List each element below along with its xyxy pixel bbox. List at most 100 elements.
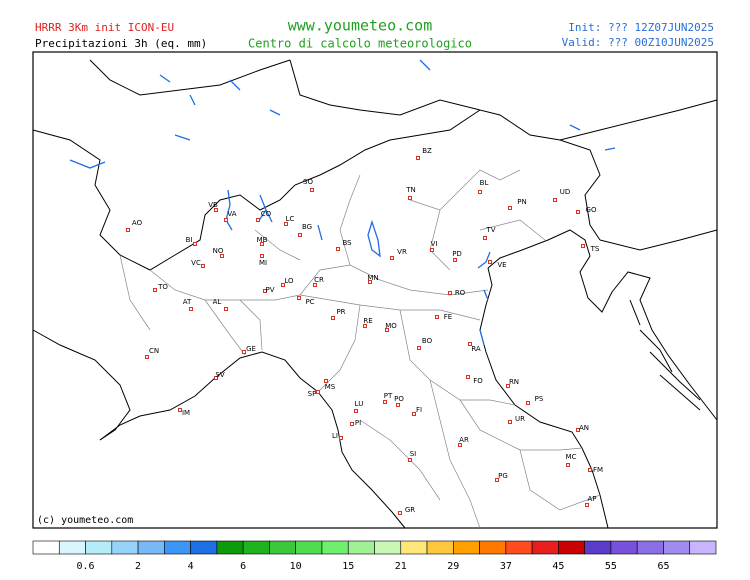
init-time: Init: ??? 12Z07JUN2025 — [568, 21, 714, 34]
city-label: TN — [405, 186, 416, 194]
city-label: MI — [259, 259, 267, 267]
city-marker — [256, 218, 260, 222]
site-title: www.youmeteo.com — [288, 17, 433, 35]
city-marker — [313, 283, 317, 287]
city-marker — [214, 208, 218, 212]
city-marker — [576, 210, 580, 214]
colorbar-swatch — [137, 540, 165, 555]
colorbar-swatch — [505, 540, 533, 555]
city-label: FO — [473, 377, 483, 385]
city-marker — [508, 206, 512, 210]
city-marker — [506, 384, 510, 388]
city-marker — [588, 468, 592, 472]
city-marker — [363, 324, 367, 328]
city-label: VE — [497, 261, 506, 269]
city-marker — [281, 283, 285, 287]
city-marker — [310, 188, 314, 192]
city-marker — [242, 350, 246, 354]
city-marker — [408, 196, 412, 200]
city-label: GR — [405, 506, 415, 514]
city-label: CN — [149, 347, 159, 355]
city-marker — [478, 190, 482, 194]
city-marker — [581, 244, 585, 248]
city-label: RO — [455, 289, 466, 297]
colorbar-swatch — [374, 540, 402, 555]
city-marker — [453, 258, 457, 262]
city-label: BS — [342, 239, 352, 247]
city-label: AN — [579, 424, 589, 432]
colorbar-swatch — [426, 540, 454, 555]
city-label: PI — [355, 419, 361, 427]
city-marker — [526, 401, 530, 405]
city-label: BO — [422, 337, 433, 345]
city-marker — [316, 390, 320, 394]
city-marker — [468, 342, 472, 346]
city-label: MC — [566, 453, 577, 461]
city-label: TV — [485, 226, 495, 234]
city-marker — [331, 316, 335, 320]
city-label: MS — [325, 383, 336, 391]
city-label: PN — [517, 198, 526, 206]
city-label: PC — [305, 298, 314, 306]
colorbar-swatch — [85, 540, 113, 555]
lake-maggiore — [225, 189, 233, 231]
colorbar-swatch — [610, 540, 638, 555]
city-marker — [408, 458, 412, 462]
colorbar-swatch — [269, 540, 296, 555]
city-marker — [435, 315, 439, 319]
city-marker — [390, 256, 394, 260]
city-label: FE — [444, 313, 452, 321]
city-label: VA — [227, 210, 236, 218]
city-label: BG — [302, 223, 312, 231]
city-marker — [585, 503, 589, 507]
city-marker — [339, 436, 343, 440]
city-label: GO — [586, 206, 597, 214]
colorbar: 0.6 2 4 6 10 15 21 29 37 45 55 65 — [32, 540, 717, 572]
city-marker — [153, 288, 157, 292]
city-marker — [466, 375, 470, 379]
city-marker — [383, 400, 387, 404]
city-label: LI — [332, 432, 338, 440]
colorbar-swatch — [689, 540, 717, 555]
city-label: LO — [284, 277, 294, 285]
colorbar-swatch — [58, 540, 86, 555]
city-label: PV — [265, 286, 274, 294]
city-label: UR — [515, 415, 525, 423]
city-marker — [201, 264, 205, 268]
city-marker — [298, 233, 302, 237]
city-marker — [385, 328, 389, 332]
city-marker — [508, 420, 512, 424]
city-label: PG — [498, 472, 508, 480]
city-label: RA — [471, 345, 481, 353]
colorbar-swatch — [636, 540, 664, 555]
colorbar-label: 0.6 — [77, 561, 95, 572]
city-marker — [495, 478, 499, 482]
city-label: VC — [191, 259, 201, 267]
city-label: AT — [183, 298, 192, 306]
colorbar-swatch — [321, 540, 349, 555]
city-label: SI — [410, 450, 417, 458]
city-label: PT — [384, 392, 393, 400]
colorbar-swatch — [558, 540, 585, 555]
city-label: RN — [509, 378, 519, 386]
country-border-north — [32, 59, 718, 441]
city-label: UD — [560, 188, 571, 196]
city-label: CR — [314, 276, 324, 284]
colorbar-label: 15 — [342, 561, 354, 572]
city-marker — [284, 222, 288, 226]
colorbar-swatch — [111, 540, 139, 555]
city-marker — [145, 355, 149, 359]
city-marker — [448, 291, 452, 295]
colorbar-swatch — [32, 540, 60, 555]
city-marker — [398, 511, 402, 515]
city-marker — [260, 242, 264, 246]
city-label: TO — [157, 283, 168, 291]
map-frame — [32, 51, 718, 529]
colorbar-swatch — [479, 540, 507, 555]
city-label: TS — [590, 245, 600, 253]
city-marker — [566, 463, 570, 467]
coastline-north-adriatic — [487, 229, 718, 421]
regional-borders — [119, 169, 601, 529]
city-layer: BZ SO TN BL UD PN GO TS AO VB VA CO LC BG BI MB BS TV VR VI… — [126, 147, 603, 515]
